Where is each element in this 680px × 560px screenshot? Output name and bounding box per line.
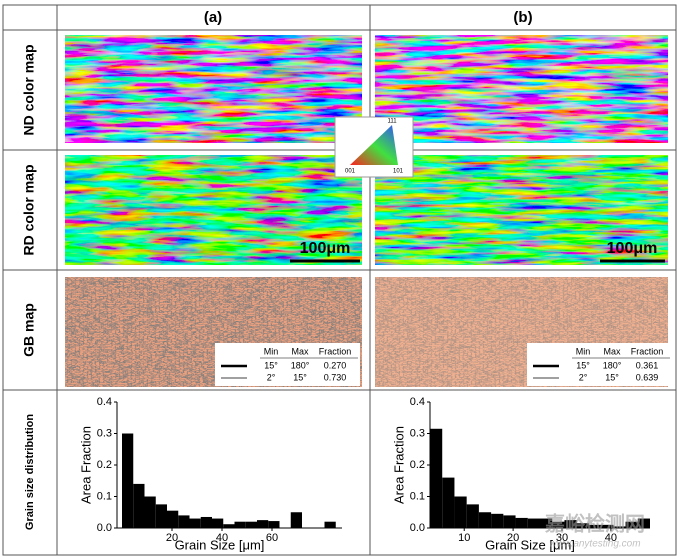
column-header: (a) — [204, 9, 222, 26]
ipf-label: 111 — [387, 119, 397, 125]
y-tick-label: 0.1 — [97, 490, 112, 502]
bar — [212, 518, 224, 528]
gb-table-cell: 0.270 — [324, 360, 347, 370]
bar — [503, 515, 516, 528]
scale-bar-label: 100μm — [300, 240, 351, 257]
x-axis-label: Grain Size [μm] — [175, 537, 265, 552]
watermark: www.anytesting.com — [549, 539, 640, 550]
scale-bar-label: 100μm — [607, 240, 658, 257]
y-tick-label: 0.4 — [97, 396, 112, 408]
gb-table — [527, 343, 672, 386]
y-tick-label: 0.0 — [410, 522, 425, 534]
bar — [466, 504, 479, 528]
bar — [442, 477, 455, 528]
gb-table-header: Min — [264, 346, 279, 356]
x-tick-label: 20 — [166, 532, 178, 544]
y-tick-label: 0.0 — [97, 522, 112, 534]
gb-table-cell: 180° — [291, 360, 310, 370]
bar — [268, 521, 280, 528]
ipf-triangle — [350, 125, 398, 165]
x-tick-label: 10 — [458, 532, 470, 544]
bar — [430, 428, 443, 528]
frame — [2, 4, 677, 556]
ipf-label: 001 — [345, 169, 356, 175]
gb-table-header: Fraction — [319, 346, 352, 356]
x-tick-label: 40 — [216, 532, 228, 544]
x-tick-label: 40 — [605, 532, 617, 544]
bar — [234, 521, 246, 528]
bar — [478, 512, 492, 528]
column-header: (b) — [513, 9, 532, 26]
bar — [133, 483, 145, 528]
row-label: Grain size distribution — [24, 414, 36, 530]
gb-table-header: Min — [576, 346, 591, 356]
x-tick-label: 60 — [266, 532, 278, 544]
gb-table-cell: 15° — [264, 360, 278, 370]
rd-map — [375, 155, 668, 265]
gb-table-header: Max — [291, 346, 309, 356]
bar — [245, 521, 257, 528]
y-tick-label: 0.3 — [97, 427, 112, 439]
gb-table-header: Fraction — [631, 346, 664, 356]
gb-table-cell: 0.639 — [636, 372, 659, 382]
gb-table-header: Max — [603, 346, 621, 356]
ipf-label: 101 — [393, 169, 404, 175]
bar — [178, 515, 190, 528]
x-axis-label: Grain Size [μm] — [485, 537, 575, 552]
gb-table-cell: 0.730 — [324, 372, 347, 382]
gb-table-cell: 0.361 — [636, 360, 659, 370]
bar — [324, 521, 336, 528]
y-tick-label: 0.4 — [410, 396, 425, 408]
bar — [564, 520, 577, 528]
row-label: ND color map — [21, 44, 37, 135]
bar — [601, 524, 614, 528]
x-tick-label: 20 — [507, 532, 519, 544]
bar — [552, 521, 565, 528]
bar — [637, 518, 650, 528]
bar — [540, 518, 553, 528]
gb-table — [215, 343, 360, 386]
y-tick-label: 0.1 — [410, 490, 425, 502]
bar — [613, 526, 626, 528]
row-label: RD color map — [21, 164, 37, 255]
nd-map — [65, 35, 362, 143]
bar — [491, 513, 504, 528]
x-tick-label: 30 — [556, 532, 568, 544]
gb-table-cell: 15° — [605, 372, 619, 382]
bar — [576, 523, 589, 528]
gb-table-cell: 2° — [267, 372, 276, 382]
y-tick-label: 0.3 — [410, 427, 425, 439]
bar — [200, 516, 212, 528]
bar — [189, 518, 201, 528]
nd-map — [375, 35, 668, 143]
bar — [167, 510, 179, 528]
gb-table-cell: 2° — [579, 372, 588, 382]
gb-table-cell: 15° — [576, 360, 590, 370]
y-axis-label: Area Fraction — [78, 426, 93, 504]
gb-table-cell: 180° — [603, 360, 622, 370]
rd-map — [65, 155, 362, 265]
row-label: GB map — [21, 303, 37, 357]
bar — [290, 512, 302, 528]
y-axis-label: Area Fraction — [391, 426, 406, 504]
bar — [454, 496, 467, 528]
bar — [527, 518, 540, 528]
y-tick-label: 0.2 — [410, 459, 425, 471]
bar — [223, 524, 235, 528]
bar — [625, 521, 638, 528]
gb-table-cell: 15° — [293, 372, 307, 382]
maps — [65, 35, 668, 387]
bar — [257, 520, 269, 528]
bar — [144, 496, 156, 528]
bar — [155, 504, 167, 528]
y-tick-label: 0.2 — [97, 459, 112, 471]
bar — [122, 433, 134, 528]
bar — [588, 524, 602, 528]
bar — [515, 517, 528, 528]
watermark: 嘉峪检测网 — [544, 511, 645, 535]
